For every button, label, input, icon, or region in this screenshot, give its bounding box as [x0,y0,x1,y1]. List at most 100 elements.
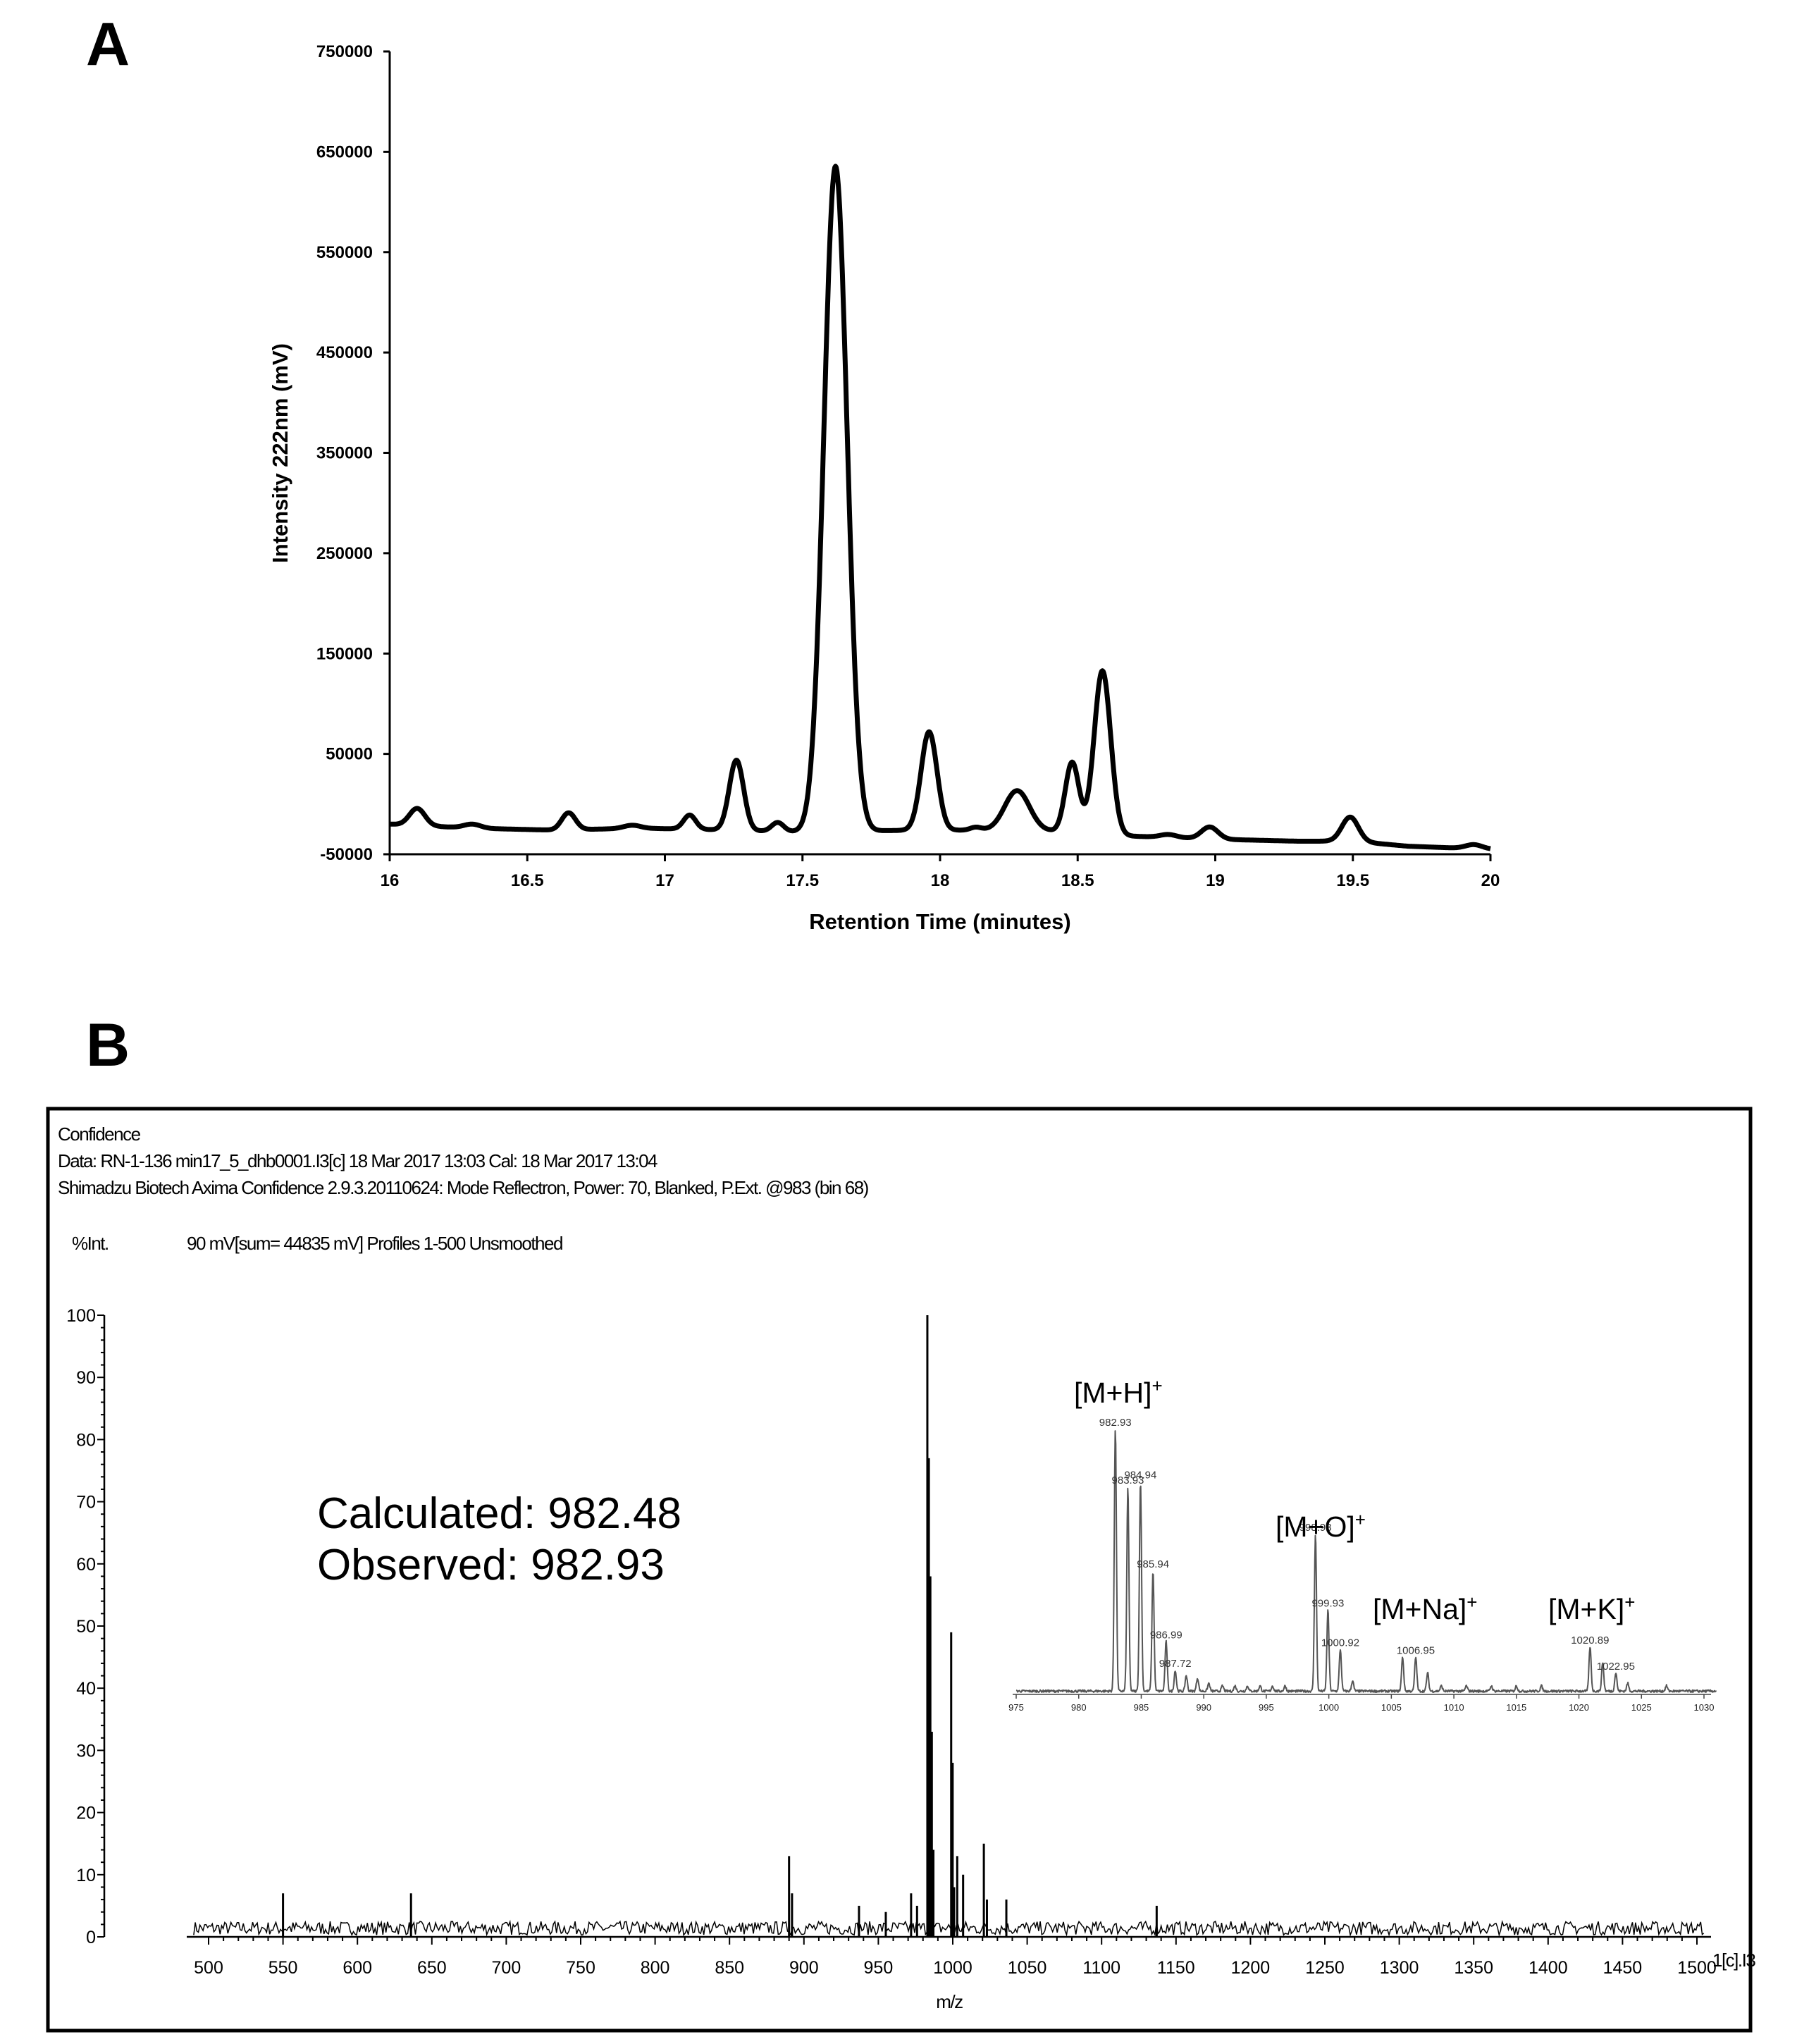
spectrum-x-tick-label: 1200 [1231,1958,1271,1978]
spectrum-x-tick-label: 750 [566,1958,595,1978]
spectrum-y-tick-label: 30 [76,1741,96,1761]
calculated-mass-label: Calculated: 982.48 [317,1489,681,1538]
chromatogram-y-tick-label: 350000 [316,444,373,463]
panel-b-letter: B [86,1011,130,1079]
chromatogram-x-tick-label: 19 [1206,871,1225,890]
spectrum-x-tick-label: 1100 [1082,1958,1120,1978]
inset-x-tick-label: 1000 [1319,1702,1339,1713]
inset-x-tick-label: 1030 [1694,1702,1715,1713]
spectrum-x-tick-label: 1450 [1603,1958,1643,1978]
inset-x-tick-label: 1025 [1631,1702,1652,1713]
spectrum-y-tick-label: 60 [76,1555,96,1575]
chromatogram-y-label: Intensity 222nm (mV) [268,343,292,563]
spectrum-x-tick-label: 900 [789,1958,819,1978]
inset-x-tick-label: 1015 [1506,1702,1526,1713]
inset-peak-label: 999.93 [1311,1598,1344,1610]
inset-peak-label: 986.99 [1150,1629,1182,1641]
chromatogram-x-tick-label: 17 [655,871,674,890]
observed-mass-label: Observed: 982.93 [317,1541,665,1589]
spectrum-acquisition-info: 90 mV[sum= 44835 mV] Profiles 1-500 Unsm… [187,1233,562,1254]
chromatogram-y-tick-label: 650000 [316,142,373,161]
chromatogram-y-tick-label: -50000 [320,845,373,864]
spectrum-y-tick-label: 50 [76,1617,96,1637]
spectrum-y-tick-label: 20 [76,1804,96,1823]
chromatogram-trace [388,164,1493,851]
inset-x-tick-label: 975 [1008,1702,1024,1713]
spectrum-y-tick-label: 70 [76,1493,96,1513]
spectrum-x-tick-label: 1050 [1008,1958,1047,1978]
ion-label-m-k: [M+K]+ [1548,1592,1635,1625]
spectrum-baseline-noise [193,1919,1705,1938]
spectrum-corner-tag: 1[c].I3 [1712,1950,1755,1971]
chromatogram-x-tick-label: 18.5 [1061,871,1094,890]
chromatogram-y-tick-label: 750000 [316,42,373,61]
inset-peak-label: 984.94 [1124,1469,1156,1481]
spectrum-x-tick-label: 650 [417,1958,447,1978]
spectrum-y-tick-label: 0 [86,1928,96,1947]
spectrum-x-tick-label: 850 [715,1958,744,1978]
inset-x-tick-label: 995 [1259,1702,1274,1713]
chromatogram-x-tick-label: 17.5 [786,871,819,890]
spectrum-x-tick-label: 800 [641,1958,670,1978]
spectrum-y-unit: %Int. [72,1233,109,1254]
spectrum-header-line2: Data: RN-1-136 min17_5_dhb0001.I3[c] 18 … [58,1150,657,1171]
inset-peak-label: 1022.95 [1597,1661,1635,1673]
spectrum-x-label: m/z [936,1991,963,2012]
inset-peak-label: 982.93 [1099,1417,1132,1429]
chromatogram-y-tick-label: 450000 [316,343,373,362]
ion-label-m-na: [M+Na]+ [1373,1592,1477,1625]
inset-trace [1015,1430,1717,1693]
inset-peak-label: 1000.92 [1321,1637,1359,1649]
ion-label-m-o: [M+O]+ [1276,1509,1366,1543]
inset-x-tick-label: 1005 [1381,1702,1402,1713]
chromatogram-x-label: Retention Time (minutes) [809,909,1070,934]
spectrum-x-tick-label: 1150 [1157,1958,1195,1978]
spectrum-x-ticks: 500 550 600 650 700 750 800 850 900 950 1000 1050 11… [194,1937,1717,1978]
spectrum-x-tick-label: 1400 [1529,1958,1568,1978]
spectrum-x-tick-label: 1500 [1677,1958,1717,1978]
spectrum-header-line1: Confidence [58,1123,141,1145]
spectrum-x-tick-label: 700 [492,1958,521,1978]
spectrum-y-tick-label: 100 [66,1306,96,1326]
inset-peak-label: 998.93 [1299,1522,1332,1534]
chromatogram-x-tick-label: 20 [1481,871,1500,890]
spectrum-y-tick-label: 40 [76,1679,96,1699]
chromatogram-y-tick-label: 50000 [326,745,373,764]
chromatogram-x-tick-label: 16 [381,871,400,890]
chromatogram-x-tick-label: 19.5 [1336,871,1369,890]
chromatogram-x-tick-label: 18 [931,871,950,890]
spectrum-x-tick-label: 1250 [1305,1958,1345,1978]
spectrum-header-line3: Shimadzu Biotech Axima Confidence 2.9.3.… [58,1177,869,1198]
ion-label-m-h: [M+H]+ [1074,1375,1163,1409]
chromatogram-y-ticks: -50000 50000 150000 250000 350000 450000 55000… [316,42,390,864]
inset-x-tick-label: 990 [1196,1702,1211,1713]
inset-peak-label: 1020.89 [1571,1634,1609,1646]
spectrum-y-ticks: 0 10 20 30 40 50 60 70 80 90 100 [66,1306,104,1947]
spectrum-x-tick-label: 1000 [933,1958,972,1978]
spectrum-x-tick-label: 550 [268,1958,298,1978]
inset-x-ticks: 975 980 985 990 995 1000 1005 1010 1015 1020 1025 1… [1008,1694,1714,1713]
spectrum-x-tick-label: 950 [864,1958,894,1978]
chromatogram-y-tick-label: 550000 [316,243,373,262]
spectrum-y-tick-label: 10 [76,1866,96,1885]
spectrum-x-tick-label: 500 [194,1958,223,1978]
inset-x-tick-label: 1020 [1569,1702,1589,1713]
spectrum-inset: 975 980 985 990 995 1000 1005 1010 1015 1020 1025 1… [1008,1375,1717,1713]
spectrum-x-tick-label: 1350 [1454,1958,1493,1978]
chromatogram-x-tick-label: 16.5 [511,871,544,890]
chromatogram-y-tick-label: 250000 [316,544,373,563]
spectrum-y-tick-label: 90 [76,1368,96,1388]
spectrum-y-tick-label: 80 [76,1430,96,1450]
spectrum-peaks [282,1315,1158,1937]
chromatogram-x-ticks: 16 16.5 17 17.5 18 18.5 19 19.5 20 [381,854,1500,890]
inset-x-tick-label: 980 [1071,1702,1087,1713]
panel-a-letter: A [86,11,130,78]
inset-peak-label: 1006.95 [1397,1645,1435,1657]
inset-peak-label: 987.72 [1159,1658,1192,1670]
inset-x-tick-label: 985 [1134,1702,1149,1713]
spectrum-x-tick-label: 1300 [1380,1958,1419,1978]
inset-peak-label: 983.93 [1112,1474,1144,1486]
inset-x-tick-label: 1010 [1444,1702,1464,1713]
